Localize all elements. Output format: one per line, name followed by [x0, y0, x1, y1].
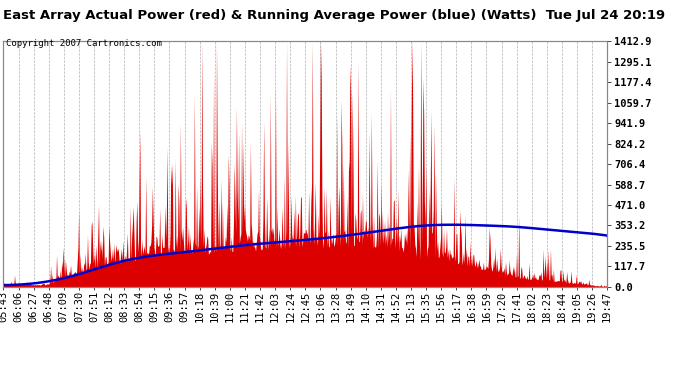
Text: East Array Actual Power (red) & Running Average Power (blue) (Watts)  Tue Jul 24: East Array Actual Power (red) & Running …	[3, 9, 666, 22]
Text: Copyright 2007 Cartronics.com: Copyright 2007 Cartronics.com	[6, 39, 161, 48]
